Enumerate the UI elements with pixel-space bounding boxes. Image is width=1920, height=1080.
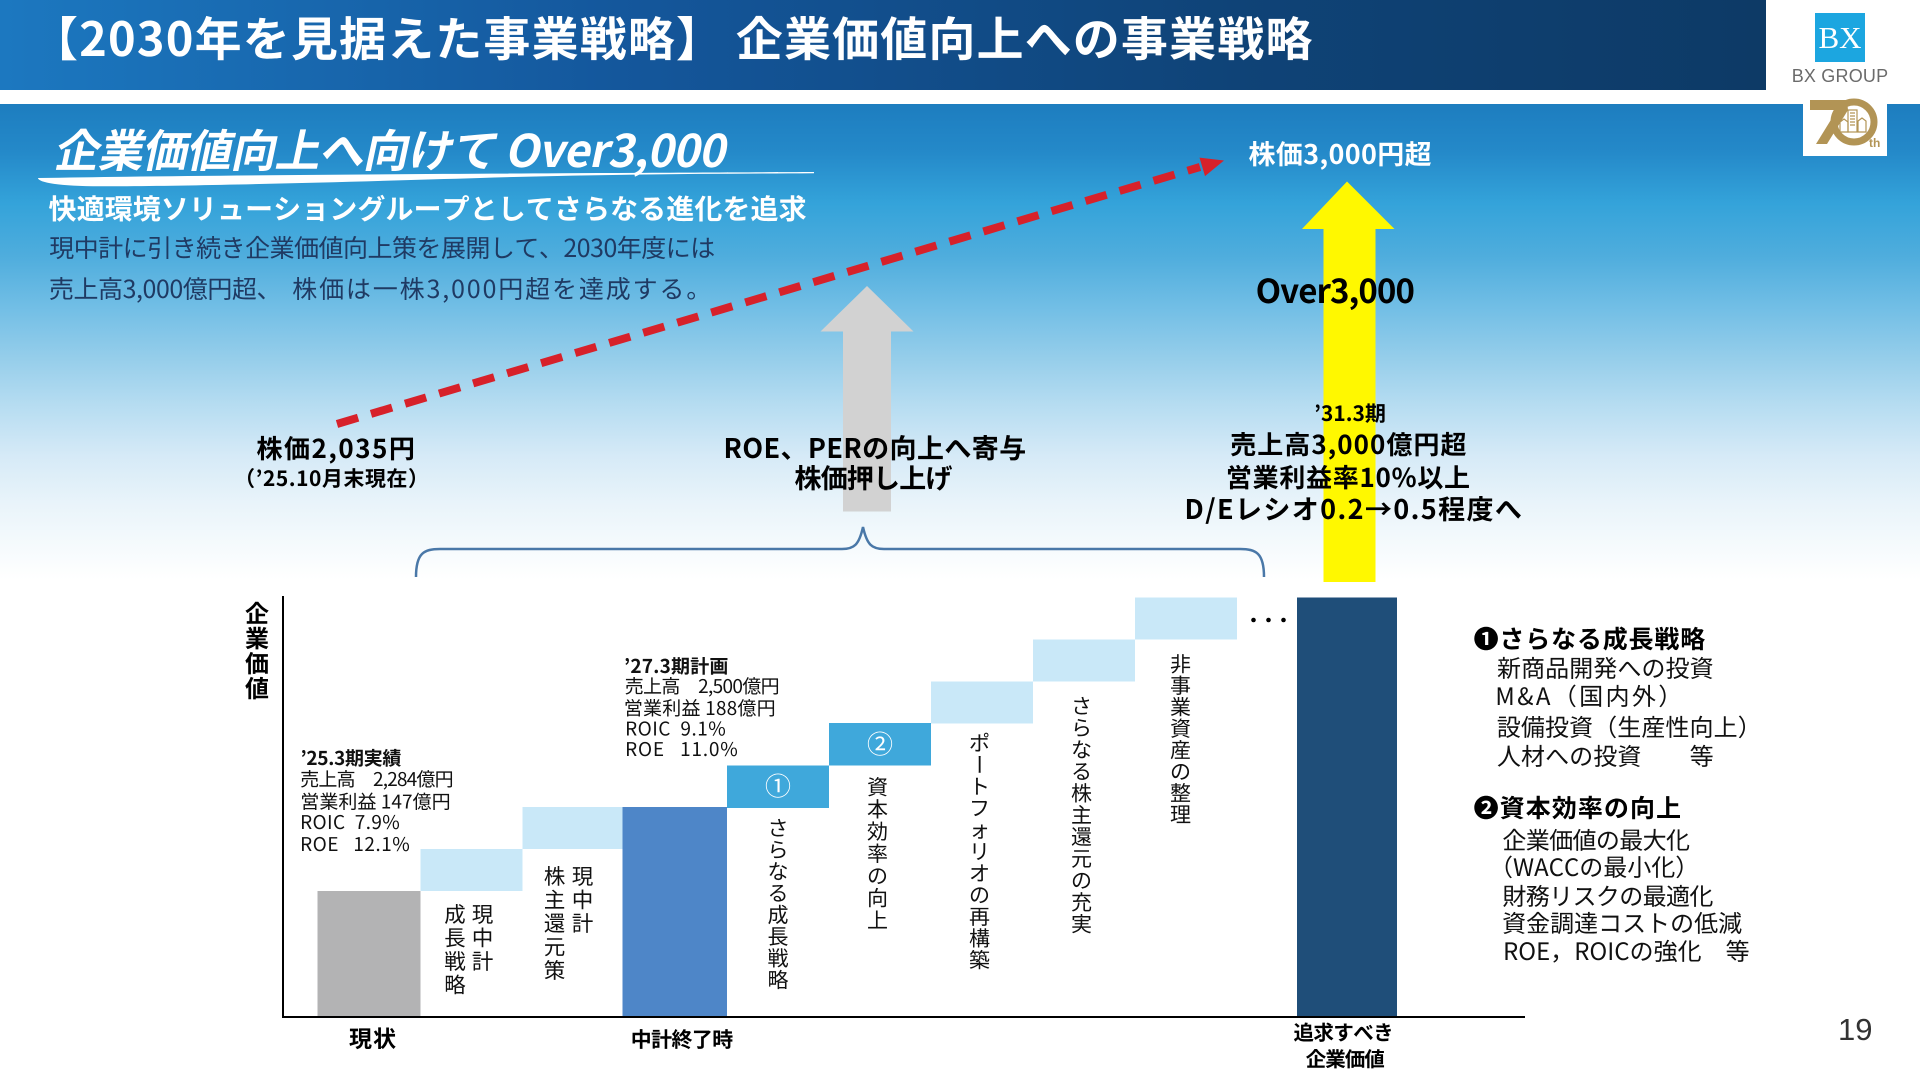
- svg-text:BX GROUP: BX GROUP: [1792, 66, 1889, 86]
- svg-text:BX: BX: [1818, 20, 1861, 55]
- svg-text:th: th: [1869, 136, 1880, 150]
- svg-text:19: 19: [1838, 1012, 1872, 1047]
